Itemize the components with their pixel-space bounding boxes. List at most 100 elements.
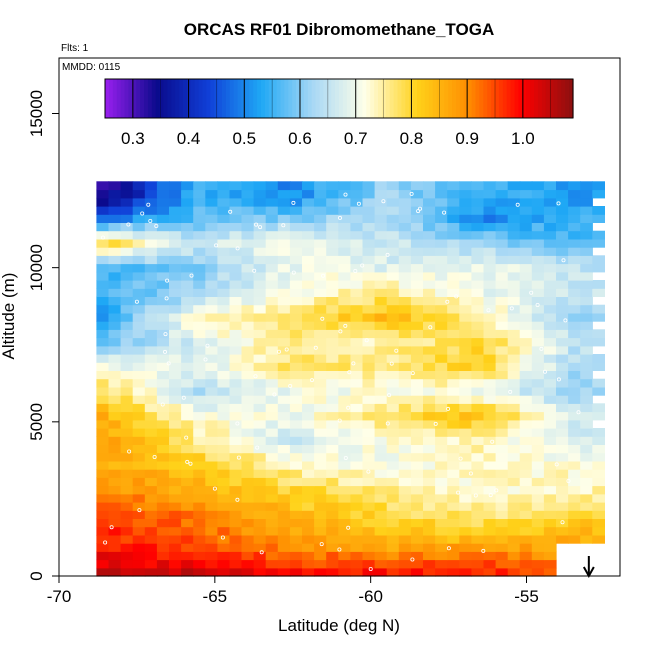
heatmap-cell <box>229 189 243 199</box>
colorbar-segment <box>530 79 535 118</box>
heatmap-cell <box>169 559 182 569</box>
heatmap-cell <box>253 378 267 388</box>
heatmap-cell <box>314 469 327 478</box>
heatmap-cell <box>253 411 267 421</box>
heatmap-cell <box>96 271 110 281</box>
heatmap-cell <box>568 444 581 454</box>
heatmap-cell <box>483 411 497 421</box>
heatmap-cell <box>350 304 364 314</box>
heatmap-cell <box>205 197 218 207</box>
heatmap-cell <box>338 189 351 199</box>
heatmap-cell <box>132 502 146 511</box>
heatmap-cell <box>120 230 134 240</box>
heatmap-cell <box>435 460 448 470</box>
heatmap-cell <box>362 411 376 421</box>
heatmap-cell <box>507 452 521 462</box>
heatmap-cell <box>144 378 158 388</box>
heatmap-cell <box>132 230 146 240</box>
colorbar-segment <box>389 79 395 118</box>
heatmap-cell <box>410 312 424 322</box>
heatmap-cell <box>592 329 605 339</box>
heatmap-cell <box>289 493 303 503</box>
heatmap-cell <box>398 296 412 306</box>
heatmap-cell <box>289 263 303 273</box>
heatmap-cell <box>169 362 182 371</box>
heatmap-cell <box>471 567 485 577</box>
heatmap-cell <box>277 502 291 511</box>
heatmap-cell <box>120 567 134 577</box>
heatmap-cell <box>289 411 303 421</box>
heatmap-cell <box>568 197 581 207</box>
heatmap-cell <box>193 189 206 199</box>
heatmap-cell <box>205 230 218 240</box>
heatmap-cells <box>96 181 605 577</box>
sample-point <box>454 294 459 299</box>
heatmap-cell <box>580 247 593 256</box>
heatmap-cell <box>96 337 110 347</box>
heatmap-cell <box>398 477 412 487</box>
heatmap-cell <box>362 444 376 454</box>
heatmap-cell <box>338 526 351 536</box>
sample-point <box>127 449 132 454</box>
heatmap-cell <box>423 526 436 536</box>
heatmap-cell <box>253 419 267 429</box>
sample-point <box>343 455 348 460</box>
heatmap-cell <box>543 206 557 215</box>
heatmap-cell <box>265 395 279 404</box>
heatmap-cell <box>471 296 485 306</box>
heatmap-cell <box>181 411 194 421</box>
heatmap-cell <box>568 436 581 445</box>
heatmap-cell <box>435 411 448 421</box>
heatmap-cell <box>447 181 460 191</box>
heatmap-cell <box>156 263 170 273</box>
heatmap-cell <box>543 280 557 289</box>
colorbar-segment <box>467 79 473 118</box>
heatmap-cell <box>483 395 497 404</box>
heatmap-cell <box>156 304 170 314</box>
heatmap-cell <box>495 354 509 363</box>
heatmap-cell <box>120 329 134 339</box>
heatmap-cell <box>144 296 158 306</box>
heatmap-cell <box>507 411 521 421</box>
heatmap-cell <box>181 485 194 495</box>
heatmap-cell <box>507 189 521 199</box>
heatmap-cell <box>217 206 231 215</box>
heatmap-cell <box>156 534 170 544</box>
heatmap-cell <box>410 337 424 347</box>
heatmap-cell <box>229 238 243 248</box>
heatmap-cell <box>386 419 400 429</box>
heatmap-cell <box>277 510 291 519</box>
heatmap-cell <box>350 206 364 215</box>
sample-point <box>163 332 168 337</box>
heatmap-cell <box>374 502 388 511</box>
heatmap-cell <box>314 567 327 577</box>
heatmap-cell <box>556 526 569 536</box>
heatmap-cell <box>193 386 206 396</box>
heatmap-cell <box>374 477 388 487</box>
sample-point <box>576 410 581 415</box>
heatmap-cell <box>519 288 533 297</box>
heatmap-cell <box>193 181 206 191</box>
heatmap-cell <box>229 354 243 363</box>
heatmap-cell <box>423 345 436 355</box>
heatmap-cell <box>108 321 122 330</box>
heatmap-cell <box>205 502 218 511</box>
heatmap-cell <box>120 378 134 388</box>
heatmap-cell <box>108 493 122 503</box>
heatmap-cell <box>447 403 460 413</box>
heatmap-cell <box>289 288 303 297</box>
heatmap-cell <box>229 370 243 380</box>
heatmap-cell <box>447 321 460 330</box>
heatmap-cell <box>580 238 593 248</box>
heatmap-cell <box>423 378 436 388</box>
heatmap-cell <box>108 370 122 380</box>
heatmap-cell <box>108 329 122 339</box>
heatmap-cell <box>459 206 472 215</box>
colorbar-segment <box>350 79 356 118</box>
heatmap-cell <box>277 271 291 281</box>
colorbar-segment <box>534 79 539 118</box>
heatmap-cell <box>495 222 509 232</box>
heatmap-cell <box>386 386 400 396</box>
heatmap-cell <box>156 362 170 371</box>
